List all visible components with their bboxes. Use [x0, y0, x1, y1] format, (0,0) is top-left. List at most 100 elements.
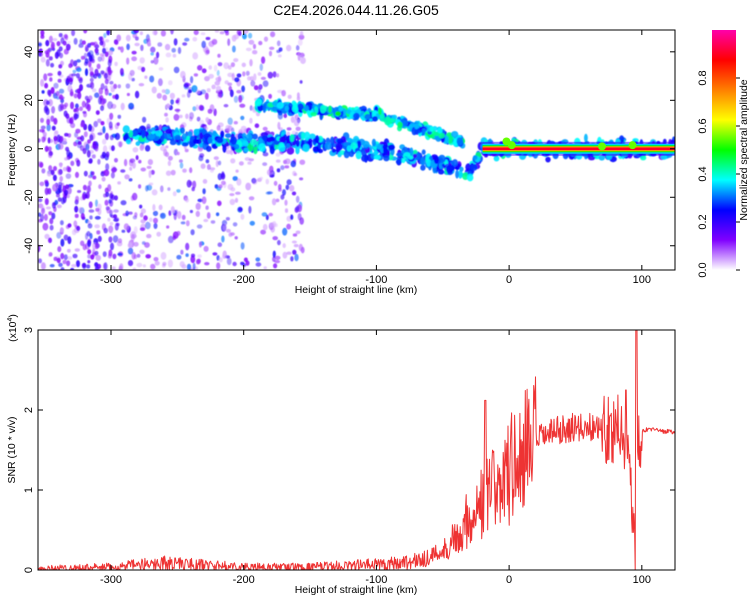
spectrogram-noise-speck [165, 170, 172, 176]
spectrogram-noise-speck [258, 84, 263, 90]
spectrogram-noise-speck [169, 92, 175, 100]
spectrogram-noise-speck [129, 158, 136, 164]
spectrogram-noise-speck [64, 157, 69, 161]
spectrogram-noise-speck [268, 50, 273, 57]
spectrogram-trace-blob [433, 155, 439, 164]
spectrogram-noise-speck [105, 163, 110, 171]
spectrogram-noise-speck [107, 253, 112, 259]
spectrogram-trace-blob [206, 145, 212, 152]
spectrogram-trace-blob [493, 155, 500, 162]
spectrogram-noise-speck [84, 68, 89, 76]
spectrogram-noise-speck [286, 127, 292, 131]
spectrogram-noise-speck [190, 255, 196, 264]
spectrogram-trace-blob [295, 139, 300, 147]
spectrogram-noise-speck [214, 30, 220, 33]
spectrogram-noise-speck [222, 253, 227, 259]
spectrogram-noise-speck [95, 199, 98, 207]
spectrogram-trace-blob [420, 164, 426, 171]
spectrogram-noise-speck [126, 43, 130, 51]
spectrogram-noise-speck [112, 266, 116, 270]
spectrogram-noise-speck [222, 223, 227, 232]
steady-tone-bump [507, 141, 516, 150]
spectrogram-trace-blob [278, 142, 285, 148]
spectrogram-noise-speck [44, 179, 49, 184]
spectrogram-noise-speck [167, 187, 171, 191]
spectrogram-noise-speck [295, 205, 300, 212]
spectrogram-noise-speck [131, 252, 136, 260]
spectrogram-noise-speck [184, 37, 190, 42]
spectrogram-trace-blob [125, 138, 132, 145]
spectrogram-noise-speck [153, 56, 159, 65]
spectrogram-noise-speck [167, 235, 174, 244]
spectrogram-noise-speck [277, 239, 281, 246]
spectrogram-noise-speck [286, 223, 291, 230]
snr-x-ticks: -300 -200 -100 0 100 [100, 330, 651, 586]
spectrogram-noise-speck [299, 31, 304, 36]
spectrogram-trace-blob [598, 155, 605, 161]
spectrogram-trace-blob [353, 112, 360, 120]
spectrogram-trace-blob [584, 133, 588, 143]
spectrogram-noise-speck [130, 233, 135, 242]
spectrogram-noise-speck [245, 260, 250, 266]
spectrogram-noise-speck [55, 90, 60, 97]
spectrogram-noise-speck [168, 210, 172, 216]
spectrogram-noise-speck [147, 42, 152, 47]
spectrogram-trace-blob [384, 116, 392, 126]
spectrogram-noise-speck [68, 63, 73, 69]
spectrogram-trace-blob [409, 147, 414, 156]
spectrogram-noise-speck [90, 58, 95, 64]
spectrogram-trace-blob [343, 142, 351, 147]
spectrogram-noise-speck [185, 242, 190, 251]
spectrogram-trace-blob [122, 125, 130, 134]
snr-y-ticks: 0 1 2 3 [23, 327, 675, 573]
spectrogram-noise-speck [229, 89, 234, 98]
spectrogram-noise-speck [223, 62, 229, 70]
spectrogram-trace-blob [348, 150, 355, 157]
spectrogram-noise-speck [94, 250, 99, 256]
spectrogram-noise-speck [238, 161, 244, 166]
spectrogram-noise-speck [146, 233, 152, 239]
spectrogram-noise-speck [76, 73, 80, 79]
spectrogram-noise-speck [92, 175, 97, 180]
colorbar-tick-label: 0.2 [697, 214, 709, 229]
snr-multiplier: (x104) [7, 314, 19, 342]
spectrogram-noise-speck [93, 120, 98, 128]
spectrogram-noise-speck [189, 112, 194, 120]
spectrogram-noise-speck [162, 94, 168, 101]
spectrogram-trace-blob [387, 144, 395, 151]
spectrogram-noise-speck [114, 61, 118, 67]
spectrogram-noise-speck [170, 30, 174, 35]
spectrogram-noise-speck [180, 249, 184, 255]
spectrogram-noise-speck [100, 105, 105, 111]
spectrogram-noise-speck [46, 49, 51, 54]
spectrogram-noise-speck [110, 242, 114, 251]
spectrogram-noise-speck [165, 52, 172, 58]
spectrogram-noise-speck [63, 110, 68, 117]
spectrogram-noise-speck [232, 45, 236, 53]
spectrogram-noise-speck [270, 221, 275, 229]
spectrogram-noise-speck [284, 165, 290, 169]
spectrogram-noise-speck [113, 218, 119, 222]
spectrogram-noise-speck [257, 72, 262, 76]
spectrogram-noise-speck [103, 227, 108, 234]
spectrogram-noise-speck [86, 52, 91, 57]
spectrogram-noise-speck [94, 215, 101, 220]
spectrogram-noise-speck [253, 73, 257, 81]
spectrogram-trace-blob [391, 114, 398, 120]
spectrogram-noise-speck [284, 199, 288, 206]
spectrogram-noise-speck [190, 253, 196, 258]
spectrogram-noise-speck [44, 233, 50, 240]
spectrogram-trace-blob [253, 146, 258, 155]
spectrogram-trace-blob [308, 138, 313, 144]
spectrogram-noise-speck [114, 132, 121, 141]
spectrogram-noise-speck [97, 118, 102, 124]
spectrogram-noise-speck [300, 57, 306, 64]
spectrogram-noise-speck [260, 229, 266, 235]
spectrogram-noise-speck [47, 137, 51, 144]
spectrogram-trace-blob [224, 133, 232, 138]
spectrogram-noise-speck [270, 31, 276, 38]
spectrogram-noise-speck [89, 134, 94, 142]
spectrogram-noise-speck [59, 136, 64, 142]
spectrogram-noise-speck [259, 63, 263, 71]
spectrogram-trace-blob [361, 154, 369, 162]
